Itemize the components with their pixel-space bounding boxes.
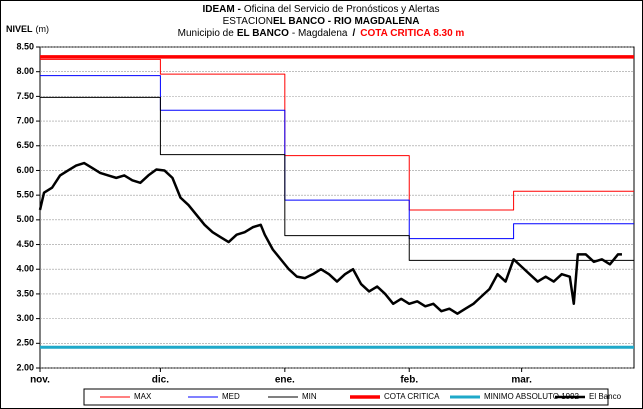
x-tick-label: ene. bbox=[275, 375, 295, 386]
y-label-part: (m) bbox=[36, 24, 50, 34]
y-tick-label: 4.50 bbox=[16, 239, 34, 249]
legend-label: MAX bbox=[134, 392, 152, 401]
chart-title: IDEAM - Oficina del Servicio de Pronóstic… bbox=[203, 4, 440, 15]
title-part: IDEAM - bbox=[203, 4, 241, 15]
title-part: Oficina del Servicio de Pronósticos y Al… bbox=[244, 4, 440, 15]
y-label-part: NIVEL bbox=[6, 24, 33, 34]
y-tick-label: 7.00 bbox=[16, 115, 34, 125]
x-tick-label: nov. bbox=[30, 375, 50, 386]
subtitle-part: COTA CRITICA 8.30 m bbox=[360, 28, 464, 39]
y-tick-label: 2.50 bbox=[16, 338, 34, 348]
subtitle-part: EL BANCO bbox=[237, 28, 289, 39]
legend-label: El Banco bbox=[589, 392, 622, 401]
legend-label: MED bbox=[222, 392, 240, 401]
legend-label: MIN bbox=[302, 392, 317, 401]
legend-label: MINIMO ABSOLUTO 1992 bbox=[484, 392, 580, 401]
x-tick-label: dic. bbox=[152, 375, 169, 386]
y-tick-label: 4.00 bbox=[16, 264, 34, 274]
y-tick-label: 5.00 bbox=[16, 214, 34, 224]
legend-box bbox=[83, 388, 609, 406]
y-axis-label: NIVEL (m) bbox=[6, 24, 49, 34]
subtitle-part: Municipio de bbox=[178, 28, 235, 39]
y-tick-label: 6.50 bbox=[16, 140, 34, 150]
y-tick-label: 3.50 bbox=[16, 288, 34, 298]
subtitle-part: - Magdalena bbox=[292, 28, 348, 39]
subtitle-part: ESTACION bbox=[223, 16, 273, 27]
y-tick-label: 2.00 bbox=[16, 362, 34, 372]
chart-subtitle2: Municipio de EL BANCO - Magdalena / COTA CRI… bbox=[178, 28, 465, 39]
y-tick-label: 8.50 bbox=[16, 41, 34, 51]
series-line bbox=[40, 96, 634, 261]
x-tick-label: mar. bbox=[511, 375, 532, 386]
series-line bbox=[40, 75, 634, 240]
y-tick-label: 3.00 bbox=[16, 313, 34, 323]
y-tick-label: 8.00 bbox=[16, 66, 34, 76]
legend-label: COTA CRITICA bbox=[384, 392, 440, 401]
subtitle-part: EL BANCO - RIO MAGDALENA bbox=[273, 16, 419, 27]
x-tick-label: feb. bbox=[400, 375, 418, 386]
series-line bbox=[38, 161, 622, 315]
y-tick-label: 7.50 bbox=[16, 91, 34, 101]
chart-subtitle: ESTACIONEL BANCO - RIO MAGDALENA bbox=[223, 16, 420, 27]
y-tick-label: 5.50 bbox=[16, 190, 34, 200]
subtitle-part: / bbox=[352, 28, 355, 39]
series-line bbox=[40, 58, 634, 211]
plot-area bbox=[39, 46, 635, 369]
y-tick-label: 6.00 bbox=[16, 165, 34, 175]
